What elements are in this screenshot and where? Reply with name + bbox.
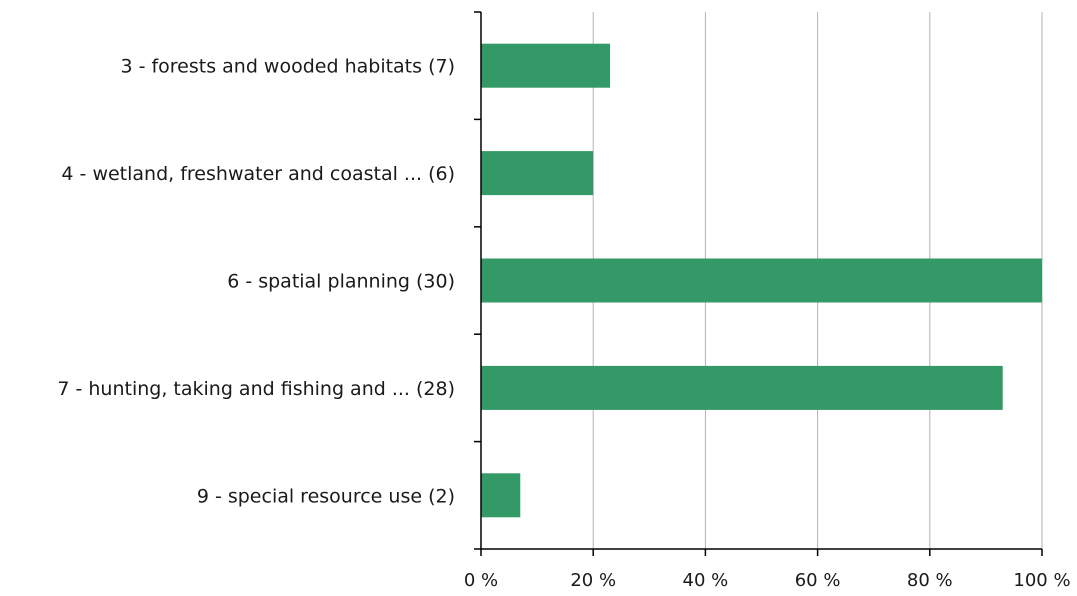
bars [481, 43, 1042, 518]
x-tick-labels: 0 % 20 % 40 % 60 % 80 % 100 % [464, 570, 1071, 591]
category-labels: 3 - forests and wooded habitats (7) 4 - w… [57, 56, 455, 508]
x-tick-label-5: 100 % [1013, 570, 1070, 591]
category-label-2: 6 - spatial planning (30) [227, 271, 455, 293]
x-tick-label-0: 0 % [464, 570, 498, 591]
category-label-4: 9 - special resource use (2) [197, 485, 455, 507]
category-label-0: 3 - forests and wooded habitats (7) [120, 56, 455, 78]
axes [474, 11, 1043, 556]
bar-2 [481, 258, 1042, 303]
x-tick-label-2: 40 % [683, 570, 729, 591]
x-tick-label-3: 60 % [795, 570, 841, 591]
x-tick-label-1: 20 % [570, 570, 616, 591]
x-tick-label-4: 80 % [907, 570, 953, 591]
category-label-3: 7 - hunting, taking and fishing and ... … [57, 378, 455, 400]
bar-3 [481, 365, 1003, 410]
bar-1 [481, 151, 594, 196]
bar-0 [481, 43, 611, 88]
bar-4 [481, 473, 521, 518]
category-label-1: 4 - wetland, freshwater and coastal ... … [61, 163, 455, 185]
